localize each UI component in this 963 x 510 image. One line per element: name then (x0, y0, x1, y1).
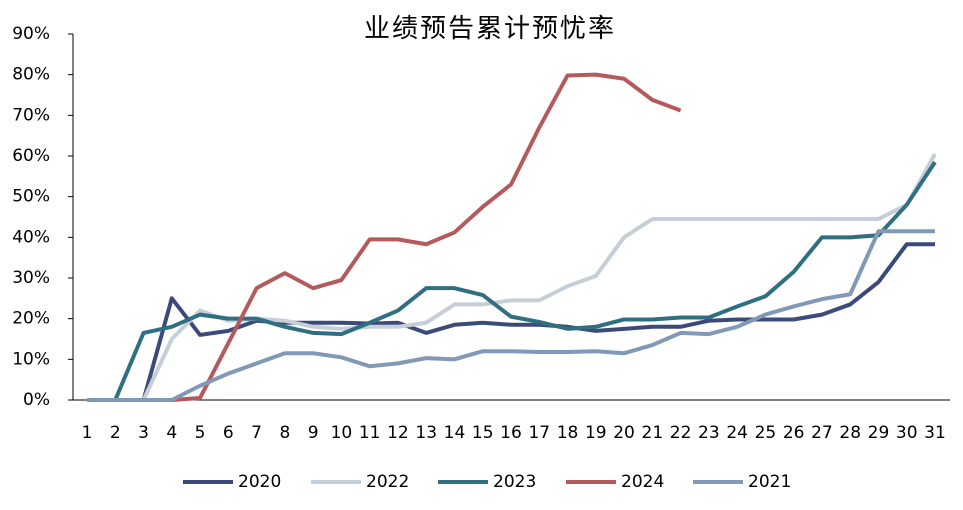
line-series (87, 152, 937, 402)
x-tick-label: 10 (331, 423, 353, 443)
x-tick-label: 23 (698, 423, 720, 443)
x-tick-label: 27 (811, 423, 833, 443)
line-series (87, 72, 682, 402)
x-tick-label: 17 (528, 423, 550, 443)
y-tick-label: 40% (12, 227, 50, 247)
line-series (87, 242, 935, 402)
x-tick-label: 29 (868, 423, 890, 443)
y-tick-label: 80% (12, 65, 50, 85)
y-tick-label: 20% (12, 309, 50, 329)
x-tick-label: 15 (472, 423, 494, 443)
y-tick-label: 60% (12, 146, 50, 166)
chart-title: 业绩预告累计预忧率 (364, 14, 616, 44)
x-tick-label: 1 (82, 423, 93, 443)
legend-label: 2021 (748, 472, 791, 492)
legend-label: 2020 (238, 472, 281, 492)
x-tick-label: 13 (415, 423, 437, 443)
x-tick-label: 26 (783, 423, 805, 443)
x-tick-label: 18 (557, 423, 579, 443)
x-tick-label: 30 (896, 423, 918, 443)
y-tick-label: 30% (12, 268, 50, 288)
x-tick-label: 25 (755, 423, 777, 443)
x-tick-label: 5 (195, 423, 206, 443)
x-tick-label: 9 (308, 423, 319, 443)
legend-label: 2024 (621, 472, 664, 492)
x-tick-label: 16 (500, 423, 522, 443)
x-tick-label: 28 (839, 423, 861, 443)
x-tick-label: 3 (138, 423, 149, 443)
x-tick-label: 20 (613, 423, 635, 443)
x-tick-label: 21 (642, 423, 664, 443)
y-tick-label: 0% (23, 390, 50, 410)
legend-label: 2023 (493, 472, 536, 492)
line-series (87, 160, 937, 402)
x-tick-label: 6 (223, 423, 234, 443)
y-tick-label: 10% (12, 349, 50, 369)
x-tick-label: 2 (110, 423, 121, 443)
x-tick-label: 7 (251, 423, 262, 443)
y-tick-label: 70% (12, 105, 50, 125)
x-tick-label: 24 (726, 423, 748, 443)
x-tick-label: 8 (279, 423, 290, 443)
x-tick-label: 31 (924, 423, 946, 443)
x-tick-label: 4 (166, 423, 177, 443)
x-tick-label: 19 (585, 423, 607, 443)
x-tick-label: 14 (444, 423, 466, 443)
y-tick-label: 50% (12, 187, 50, 207)
line-series (87, 229, 935, 402)
x-tick-label: 11 (359, 423, 381, 443)
legend-label: 2022 (366, 472, 409, 492)
y-tick-label: 90% (12, 24, 50, 44)
x-tick-label: 12 (387, 423, 409, 443)
x-tick-label: 22 (670, 423, 692, 443)
